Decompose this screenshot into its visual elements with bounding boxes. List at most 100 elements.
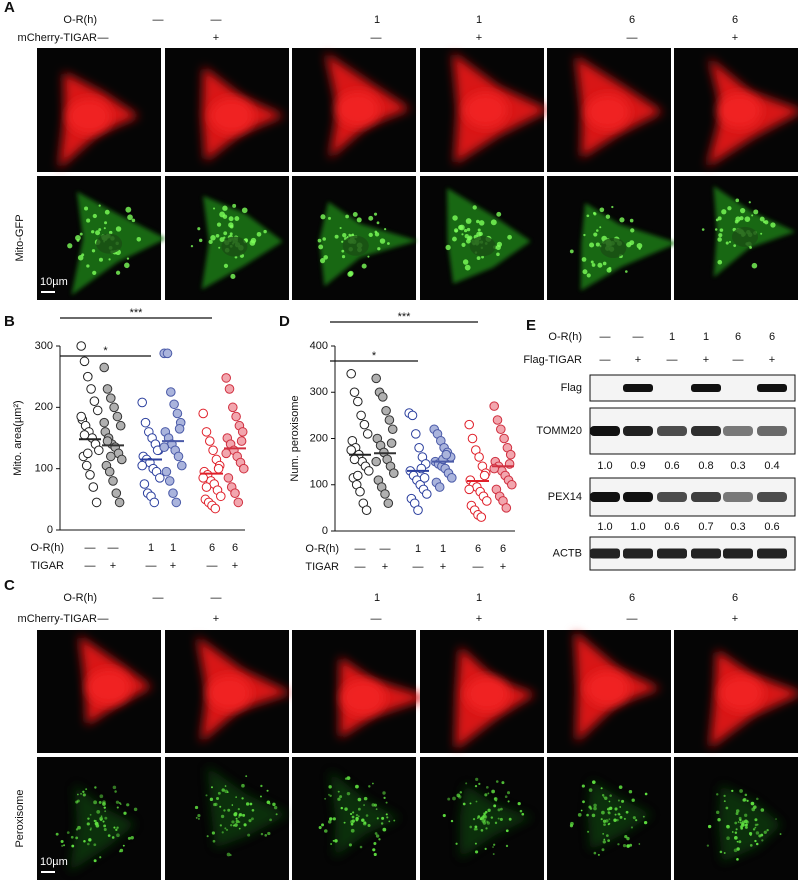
mitochondrion — [386, 242, 390, 245]
data-point — [173, 451, 184, 462]
data-point — [359, 419, 370, 430]
peroxisome — [219, 824, 222, 827]
row-label: O-R(h) — [305, 543, 339, 555]
peroxisome — [494, 821, 498, 825]
peroxisome — [82, 790, 85, 793]
mitochondrion — [86, 218, 91, 223]
y-tick-label: 400 — [310, 340, 328, 352]
mitochondrion — [92, 270, 97, 275]
peroxisome — [469, 825, 473, 829]
row-label: mCherry-TIGAR — [18, 32, 98, 44]
data-point — [434, 482, 445, 492]
peroxisome — [492, 853, 495, 855]
data-point — [489, 401, 500, 411]
peroxisome — [251, 808, 255, 812]
peroxisome — [89, 813, 92, 816]
peroxisome — [220, 814, 225, 819]
row-label: TIGAR — [305, 561, 339, 573]
peroxisome — [635, 819, 638, 822]
peroxisome — [71, 844, 75, 848]
peroxisome — [754, 839, 757, 843]
peroxisome — [60, 839, 64, 844]
red-cell-core — [207, 674, 252, 711]
mitochondrion — [599, 226, 602, 229]
peroxisome — [469, 802, 472, 805]
peroxisome — [116, 826, 119, 829]
peroxisome — [601, 848, 605, 852]
red-cell-core — [465, 676, 510, 713]
condition-label: 1 — [415, 543, 421, 555]
peroxisome — [219, 805, 222, 808]
peroxisome — [363, 796, 368, 801]
peroxisome — [260, 795, 262, 798]
mitochondrion — [91, 249, 96, 253]
cell-image — [420, 176, 544, 300]
peroxisome — [495, 799, 498, 802]
condition-label: — — [733, 354, 744, 366]
mitochondrion — [740, 208, 746, 214]
peroxisome — [99, 856, 102, 859]
mitochondrion — [718, 233, 723, 238]
peroxisome — [462, 802, 466, 806]
peroxisome — [577, 812, 582, 817]
peroxisome — [588, 788, 593, 792]
condition-label: + — [769, 354, 775, 366]
mitochondrion — [223, 263, 229, 268]
peroxisome — [247, 833, 251, 837]
data-point — [231, 411, 241, 422]
peroxisome — [211, 786, 213, 789]
nucleus — [469, 236, 496, 257]
mitochondrion — [735, 216, 741, 222]
peroxisome — [739, 821, 742, 824]
data-point — [389, 468, 399, 478]
peroxisome — [475, 828, 478, 831]
peroxisome — [393, 819, 396, 822]
y-tick-label: 0 — [47, 524, 53, 536]
mitochondrion — [339, 226, 342, 230]
data-point — [413, 505, 423, 515]
peroxisome — [112, 785, 117, 790]
quantification-label: 1.0 — [630, 521, 645, 533]
peroxisome — [608, 818, 611, 821]
red-cell-core — [585, 670, 630, 707]
peroxisome — [238, 814, 241, 817]
mitochondrion — [717, 259, 723, 265]
quantification-label: 0.9 — [630, 460, 645, 472]
peroxisome — [477, 815, 481, 818]
peroxisome — [212, 803, 217, 807]
peroxisome — [755, 831, 760, 835]
mitochondrion — [495, 244, 501, 251]
peroxisome — [123, 811, 127, 815]
peroxisome — [83, 840, 86, 843]
peroxisome — [99, 816, 104, 821]
peroxisome — [484, 793, 488, 797]
condition-label: — — [380, 543, 391, 555]
mitochondrion — [190, 245, 194, 248]
mitochondrion — [373, 212, 378, 216]
peroxisome — [94, 786, 97, 789]
peroxisome — [604, 796, 608, 800]
cell-image — [165, 48, 289, 172]
row-label: O-R(h) — [63, 14, 97, 26]
peroxisome — [355, 784, 359, 789]
peroxisome — [480, 829, 484, 832]
quantification-label: 0.3 — [730, 460, 745, 472]
peroxisome — [245, 802, 250, 806]
data-point — [76, 341, 86, 351]
mitochondrion — [75, 234, 81, 241]
red-cell-core — [341, 679, 386, 716]
mitochondrion — [717, 237, 722, 242]
condition-label: + — [635, 354, 641, 366]
cell-image — [547, 48, 671, 172]
condition-label: 6 — [769, 331, 775, 343]
cell-image — [420, 757, 544, 880]
mitochondrion — [636, 242, 643, 249]
peroxisome — [269, 818, 272, 822]
data-point — [349, 387, 360, 398]
data-point — [106, 393, 116, 403]
mitochondrion — [586, 273, 591, 278]
peroxisome — [593, 803, 597, 808]
mitochondrion — [481, 255, 484, 259]
mitochondrion — [234, 255, 238, 259]
peroxisome — [368, 785, 371, 788]
